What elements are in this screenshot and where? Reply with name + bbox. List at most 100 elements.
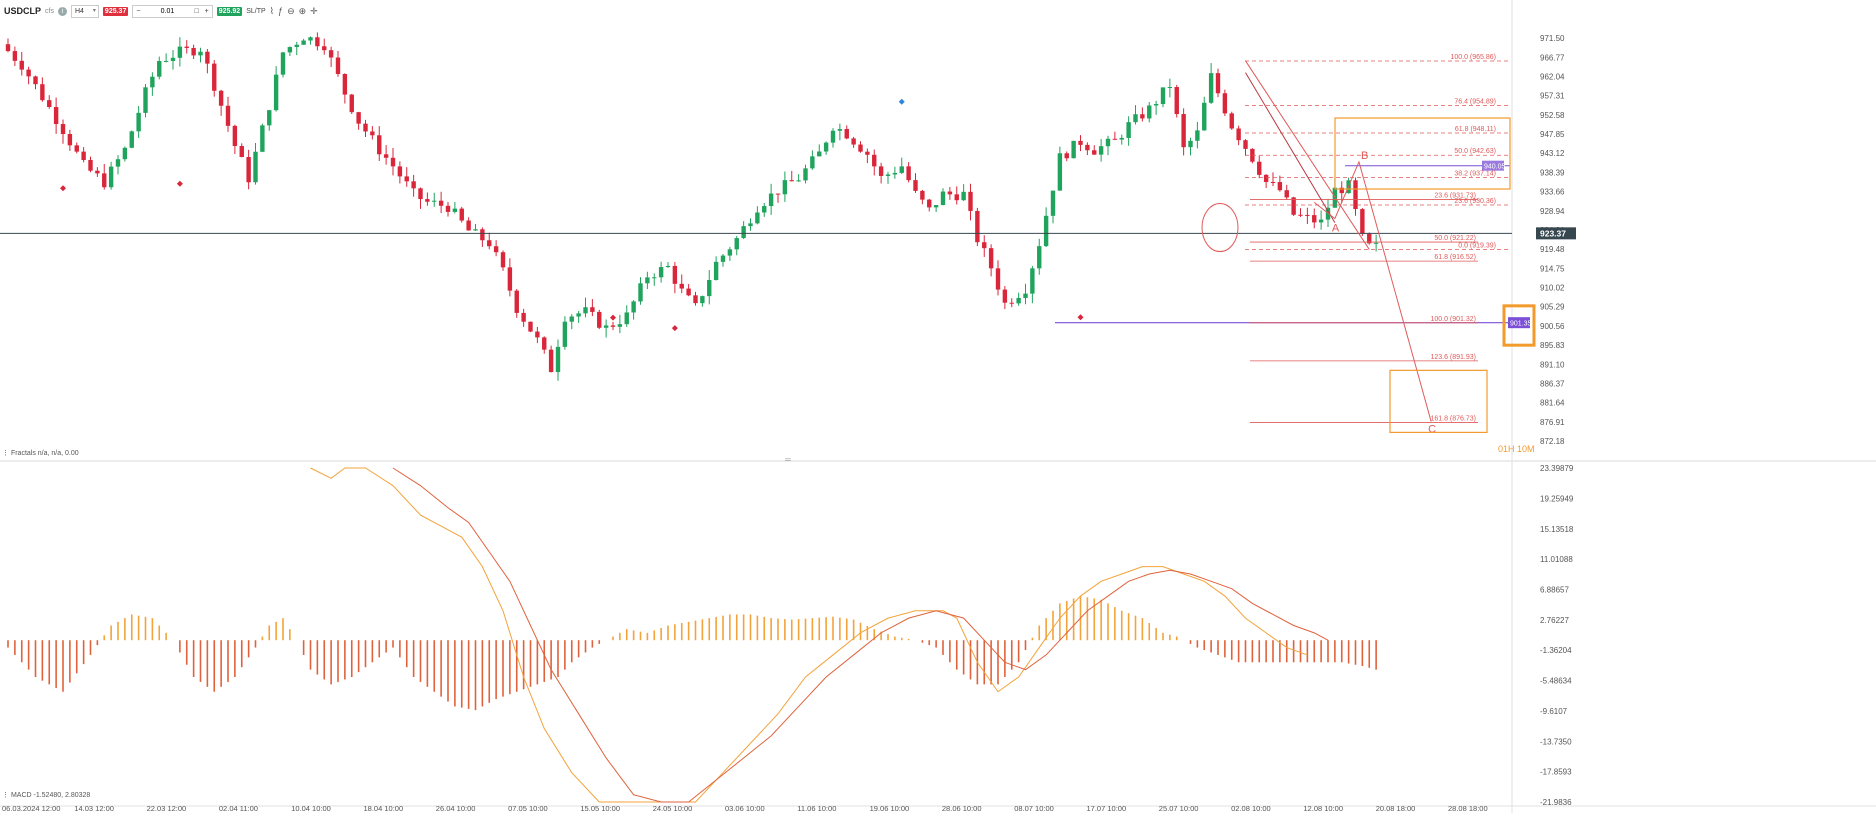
candle-body <box>1174 87 1179 115</box>
timeframe-value: H4 <box>74 7 84 15</box>
candle-body <box>734 238 739 250</box>
time-tick-label: 03.06 10:00 <box>725 804 765 813</box>
fib-retracement-label: 61.8 (948.11) <box>1455 126 1496 133</box>
sltp-button[interactable]: SL/TP <box>246 7 266 15</box>
candle-body <box>672 265 678 284</box>
candle-body <box>1098 146 1104 155</box>
candle-body <box>1270 181 1276 183</box>
buy-price-button[interactable]: 925.92 <box>216 6 243 16</box>
candle-body <box>1367 233 1372 244</box>
candle-body <box>1023 293 1028 298</box>
candle-body <box>803 168 808 181</box>
candle-body <box>700 296 705 304</box>
info-icon[interactable]: i <box>57 6 67 16</box>
candle-body <box>473 229 478 231</box>
candle-body <box>115 159 121 167</box>
purple-level-badge <box>1508 317 1530 329</box>
candle-body <box>1016 297 1021 304</box>
candle-body <box>301 40 306 45</box>
zoom-in-icon[interactable]: ⊕ <box>298 5 307 16</box>
candle-body <box>432 200 437 202</box>
candle-body <box>88 159 93 171</box>
candle-body <box>665 265 671 268</box>
candle-body <box>583 307 588 314</box>
lot-minus-button[interactable]: − <box>136 7 141 15</box>
candle-body <box>425 199 430 202</box>
price-tick-label: 943.12 <box>1540 149 1565 158</box>
time-tick-label: 06.03.2024 12:00 <box>2 804 60 813</box>
lot-input[interactable] <box>143 6 192 16</box>
candle-body <box>569 316 574 322</box>
zoom-out-icon[interactable]: ⊖ <box>287 5 295 16</box>
macd-tick-label: -1.36204 <box>1540 646 1572 655</box>
candle-body <box>590 307 595 312</box>
candle-body <box>1002 289 1008 303</box>
trend-line <box>1245 72 1336 223</box>
candle-body <box>493 246 499 253</box>
candle-body <box>913 180 918 191</box>
candle-body <box>562 321 568 347</box>
candle-body <box>122 147 128 160</box>
candle-body <box>205 51 210 64</box>
candle-body <box>67 133 73 146</box>
macd-signal-line <box>392 467 1329 803</box>
candle-body <box>521 312 526 322</box>
candle-body <box>1312 215 1317 223</box>
sell-price-button[interactable]: 925.37 <box>102 6 129 16</box>
lot-unit-icon: □ <box>194 7 199 15</box>
time-tick-label: 24.05 10:00 <box>653 804 693 813</box>
candle-body <box>535 331 540 338</box>
candle-body <box>1222 93 1228 114</box>
candle-body <box>191 47 196 56</box>
candle-body <box>631 301 636 313</box>
fib-retracement-label: 23.6 (930.36) <box>1454 198 1496 205</box>
macd-line <box>310 467 1308 803</box>
price-tick-label: 928.94 <box>1540 207 1565 216</box>
lot-plus-button[interactable]: + <box>204 7 209 15</box>
fractal-marker <box>60 185 66 192</box>
chart-toolbar: USDCLP cfs i H4 ▾ 925.37 − □ + 925.92 SL/… <box>4 3 318 19</box>
time-tick-label: 02.04 11:00 <box>219 804 258 813</box>
candle-body <box>555 346 561 373</box>
macd-tick-label: -9.6107 <box>1540 707 1568 716</box>
orange-target-box <box>1389 369 1488 434</box>
price-tick-label: 966.77 <box>1540 53 1565 62</box>
candle-body <box>837 128 843 131</box>
time-tick-label: 08.07 10:00 <box>1014 804 1054 813</box>
candle-body <box>1153 104 1159 106</box>
candle-body <box>1009 302 1014 304</box>
fractal-marker <box>671 325 678 332</box>
candle-body <box>624 312 629 325</box>
crosshair-icon[interactable]: ✛ <box>310 5 318 16</box>
time-tick-label: 18.04 10:00 <box>364 804 404 813</box>
time-tick-label: 28.06 10:00 <box>942 804 982 813</box>
lot-stepper[interactable]: − □ + <box>132 4 213 18</box>
candle-body <box>74 145 79 152</box>
candle-body <box>1119 137 1124 140</box>
candle-body <box>5 44 11 52</box>
candle-body <box>851 138 856 145</box>
symbol-label[interactable]: USDCLP <box>4 6 42 16</box>
candle-body <box>267 110 272 126</box>
line-chart-icon[interactable]: ⌇ <box>269 5 275 16</box>
timeframe-select[interactable]: H4 ▾ <box>70 4 99 18</box>
candle-body <box>349 94 354 113</box>
price-tick-label: 947.85 <box>1540 130 1565 139</box>
candle-body <box>1160 87 1166 105</box>
fib-extension-label: 61.8 (916.52) <box>1434 254 1476 261</box>
candle-body <box>1229 113 1234 129</box>
wave-label-a: A <box>1332 223 1340 235</box>
indicator-icon[interactable]: ƒ <box>278 6 284 16</box>
candle-body <box>982 242 987 249</box>
time-tick-label: 17.07 10:00 <box>1087 804 1127 813</box>
candle-body <box>253 151 258 183</box>
candle-body <box>1092 150 1097 155</box>
candle-body <box>81 151 86 160</box>
price-tick-label: 933.66 <box>1540 188 1565 197</box>
candle-body <box>1043 215 1049 247</box>
candle-body <box>315 37 320 47</box>
candle-body <box>507 267 513 291</box>
candle-body <box>53 107 59 125</box>
price-tick-label: 952.58 <box>1540 111 1565 120</box>
